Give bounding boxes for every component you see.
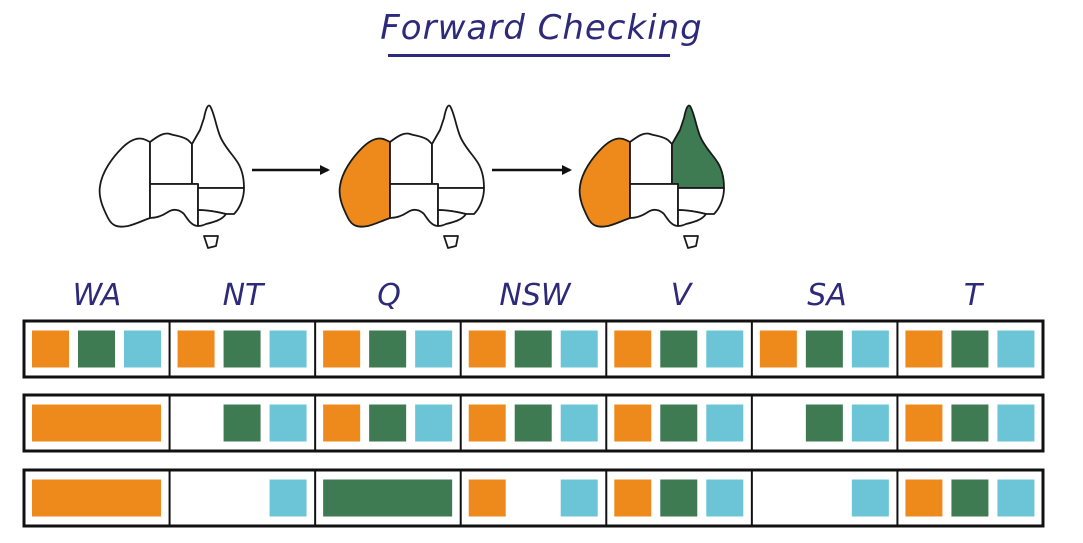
domain-square-t-blue (997, 404, 1035, 442)
domain-row-3 (22, 468, 1045, 528)
map-region-v (437, 209, 467, 227)
domain-square-q-green (369, 404, 407, 442)
page-title: Forward Checking (380, 8, 703, 48)
domain-square-q-blue (415, 330, 453, 368)
map-region-q (431, 104, 485, 189)
map-region-q (191, 104, 245, 189)
column-header-q: Q (377, 278, 401, 313)
domain-square-sa-blue (851, 404, 889, 442)
domain-square-nsw-blue (560, 404, 598, 442)
domain-square-v-blue (706, 404, 744, 442)
australia-map-3 (578, 104, 725, 249)
domain-square-nsw-blue (560, 330, 598, 368)
domain-square-nsw-red (468, 404, 506, 442)
domain-square-nsw-red (468, 479, 506, 517)
column-header-nt: NT (222, 278, 264, 313)
domain-square-wa-blue (124, 330, 161, 368)
assigned-wa-red (32, 479, 161, 517)
domain-square-t-blue (997, 330, 1035, 368)
map-region-wa (98, 137, 151, 228)
map-region-nt (629, 132, 673, 185)
map-region-sa (389, 183, 439, 227)
map-region-q (671, 104, 725, 189)
domain-row-border (22, 393, 1045, 453)
column-header-t: T (963, 278, 983, 313)
map-region-nt (149, 132, 193, 185)
map-region-nt (389, 132, 433, 185)
map-region-wa (338, 137, 391, 228)
domain-square-v-blue (706, 330, 744, 368)
domain-square-sa-green (805, 330, 843, 368)
map-region-t (683, 235, 699, 249)
domain-square-nt-blue (269, 404, 307, 442)
map-region-sa (149, 183, 199, 227)
domain-square-q-green (369, 330, 407, 368)
domain-square-sa-blue (851, 330, 889, 368)
domain-square-v-red (614, 479, 652, 517)
assigned-q-green (323, 479, 453, 517)
domain-square-t-blue (997, 479, 1035, 517)
domain-square-v-red (614, 404, 652, 442)
domain-square-v-green (660, 330, 698, 368)
domain-square-nt-blue (269, 479, 307, 517)
domain-square-nsw-red (468, 330, 506, 368)
domain-square-t-green (951, 479, 989, 517)
domain-square-q-red (323, 404, 361, 442)
map-region-v (677, 209, 707, 227)
domain-square-t-red (905, 404, 943, 442)
assigned-wa-red (32, 404, 161, 442)
domain-row-2 (22, 393, 1045, 453)
column-header-v: V (670, 278, 692, 313)
domain-square-sa-green (805, 404, 843, 442)
domain-square-v-red (614, 330, 652, 368)
map-region-sa (629, 183, 679, 227)
domain-square-nt-blue (269, 330, 307, 368)
map-region-t (443, 235, 459, 249)
domain-square-nt-red (177, 330, 215, 368)
domain-square-t-red (905, 330, 943, 368)
domain-square-sa-red (759, 330, 797, 368)
domain-square-sa-blue (851, 479, 889, 517)
domain-square-nsw-green (514, 330, 552, 368)
domain-square-t-green (951, 330, 989, 368)
map-region-v (197, 209, 227, 227)
domain-square-wa-green (78, 330, 115, 368)
domain-square-q-blue (415, 404, 453, 442)
domain-row-border (22, 468, 1045, 528)
domain-square-q-red (323, 330, 361, 368)
domain-square-v-green (660, 479, 698, 517)
map-region-t (203, 235, 219, 249)
domain-row-1 (22, 319, 1045, 379)
domain-row-border (22, 319, 1045, 379)
column-header-nsw: NSW (499, 278, 571, 313)
domain-square-t-red (905, 479, 943, 517)
title-underline (388, 54, 670, 57)
domain-square-nt-green (223, 404, 261, 442)
domain-square-v-blue (706, 479, 744, 517)
column-header-wa: WA (72, 278, 122, 313)
australia-map-1 (98, 104, 245, 249)
domain-square-t-green (951, 404, 989, 442)
australia-map-2 (338, 104, 485, 249)
domain-square-nsw-green (514, 404, 552, 442)
column-header-sa: SA (807, 278, 847, 313)
domain-square-nt-green (223, 330, 261, 368)
map-region-wa (578, 137, 631, 228)
domain-square-wa-red (32, 330, 69, 368)
domain-square-v-green (660, 404, 698, 442)
domain-square-nsw-blue (560, 479, 598, 517)
